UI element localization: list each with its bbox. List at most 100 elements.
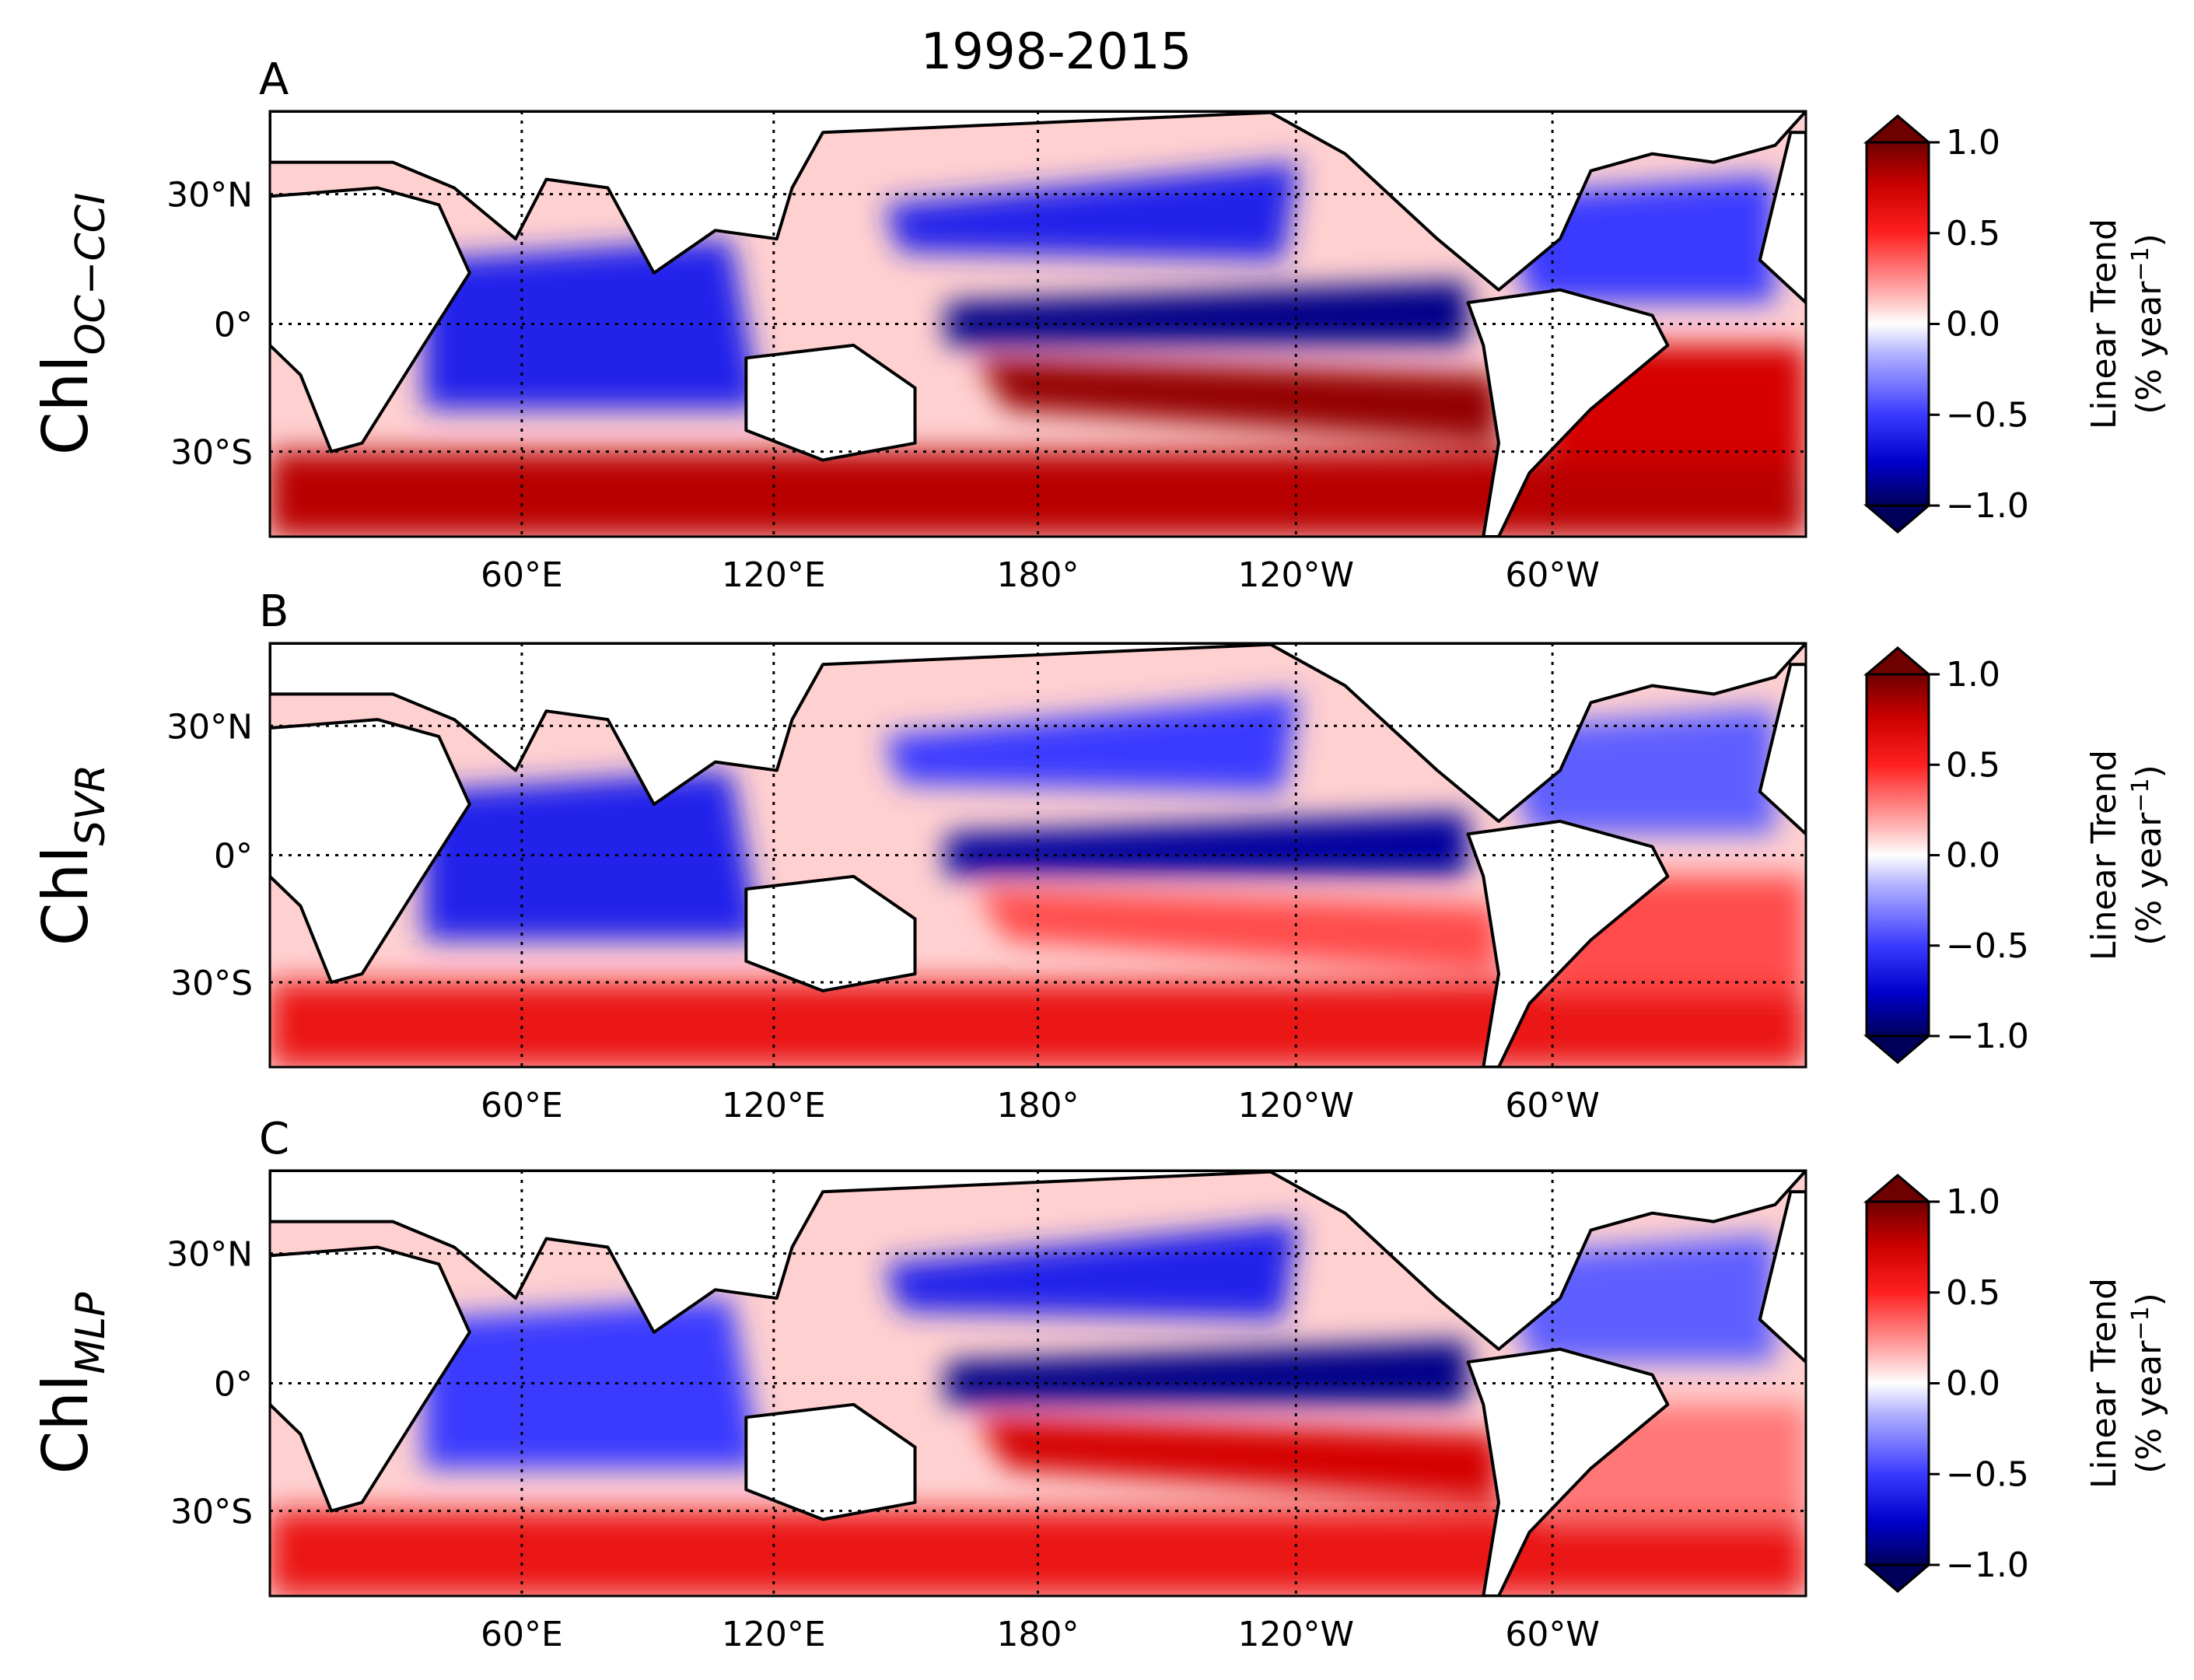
colorbar-tick-label: 0.0: [1946, 1364, 2000, 1404]
colorbar-gradient: [1865, 1200, 1930, 1566]
panel-letter: C: [259, 1114, 289, 1164]
panel-ylabel: ChlSVR: [30, 765, 114, 947]
region-southern-ocean: [270, 982, 1806, 1067]
colorbar-gradient: [1865, 673, 1930, 1038]
land-masses: [270, 643, 1806, 1067]
map-frame: [268, 1169, 1807, 1598]
x-tick-label: 60°E: [481, 1086, 563, 1125]
panel-letter: B: [259, 586, 289, 637]
africa-landmass: [270, 718, 471, 984]
x-tick-label: 60°E: [481, 1615, 563, 1654]
land-masses: [270, 1171, 1806, 1596]
y-tick-label: 0°: [214, 837, 253, 877]
figure-title: 1998-2015: [921, 23, 1192, 81]
x-tick-label: 120°E: [722, 1086, 826, 1125]
colorbar-tick-label: −0.5: [1946, 1454, 2029, 1494]
colorbar-tick-label: 0.5: [1946, 214, 2000, 254]
colorbar-label-line1: Linear Trend: [2084, 1278, 2124, 1489]
colorbar-tick-label: −1.0: [1946, 486, 2029, 526]
x-tick-label: 180°: [997, 1615, 1080, 1654]
region-north-pacific-subtropical-band: [884, 1221, 1300, 1320]
colorbar-gradient: [1865, 141, 1930, 507]
colorbar-extend-bottom: [1863, 1563, 1933, 1593]
colorbar-tick-label: 1.0: [1946, 655, 2000, 695]
panel-A: A 60°E 120°E 180° 120°W 60°W 30°N 0° 30°S ChlOC−C…: [30, 54, 2169, 595]
colorbar: 1.0 0.5 0.0 −0.5 −1.0 Linear Trend (% year−1): [1863, 1174, 2169, 1593]
eurasia-landmass: [270, 643, 1301, 807]
north-america-landmass: [1266, 643, 1806, 823]
colorbar-tick-label: 0.5: [1946, 745, 2000, 785]
x-tick-label: 60°W: [1505, 1086, 1600, 1125]
colorbar-tick-label: −0.5: [1946, 926, 2029, 966]
trend-regions: [270, 694, 1806, 1067]
x-tick-label: 180°: [997, 1086, 1080, 1125]
region-south-pacific-subtropical-band: [976, 1417, 1499, 1503]
colorbar-extend-top: [1863, 1174, 1933, 1203]
colorbar-extend-bottom: [1863, 1034, 1933, 1064]
colorbar-tick-label: 1.0: [1946, 123, 2000, 163]
colorbar-extend-bottom: [1863, 504, 1933, 534]
land-masses: [270, 111, 1806, 537]
north-america-landmass: [1266, 1171, 1806, 1351]
x-tick-label: 60°W: [1505, 1615, 1600, 1654]
panel-ylabel: ChlMLP: [30, 1292, 114, 1475]
region-indian-ocean: [423, 770, 761, 940]
trend-map-B: [270, 643, 1806, 1067]
colorbar-tick-label: 0.5: [1946, 1273, 2000, 1313]
colorbar: 1.0 0.5 0.0 −0.5 −1.0 Linear Trend (% year−1): [1863, 114, 2169, 534]
australia-landmass: [744, 874, 917, 992]
x-tick-label: 120°E: [722, 555, 826, 595]
colorbar-label-line1: Linear Trend: [2084, 750, 2124, 961]
colorbar-label-line2: (% year−1): [2127, 765, 2169, 946]
north-america-landmass: [1266, 111, 1806, 292]
trend-regions: [270, 1221, 1806, 1596]
colorbar-tick-label: 1.0: [1946, 1182, 2000, 1222]
panel-C: C 60°E 120°E 180° 120°W 60°W 30°N 0° 30°S ChlMLP 1…: [30, 1114, 2169, 1654]
region-indian-ocean: [423, 1298, 761, 1468]
greenland-europe-landmass: [1758, 663, 1806, 836]
x-tick-label: 120°W: [1238, 1086, 1355, 1125]
region-south-pacific-subtropical-band: [976, 358, 1499, 443]
south-america-landmass: [1466, 288, 1670, 537]
y-tick-label: 30°S: [170, 1493, 253, 1532]
trend-map-A: [270, 111, 1806, 537]
map-frame: [268, 110, 1807, 538]
eurasia-landmass: [270, 1171, 1301, 1334]
eurasia-landmass: [270, 111, 1301, 275]
colorbar-tick-label: 0.0: [1946, 305, 2000, 345]
region-equatorial-pacific-band: [946, 1340, 1468, 1405]
y-tick-label: 0°: [214, 1365, 253, 1405]
colorbar-label-line2: (% year−1): [2127, 233, 2169, 415]
africa-landmass: [270, 186, 471, 453]
x-tick-label: 60°E: [481, 555, 563, 595]
australia-landmass: [744, 343, 917, 462]
greenland-europe-landmass: [1758, 131, 1806, 305]
colorbar: 1.0 0.5 0.0 −0.5 −1.0 Linear Trend (% year−1): [1863, 646, 2169, 1064]
south-america-landmass: [1466, 819, 1670, 1067]
colorbar-tick-label: −0.5: [1946, 395, 2029, 435]
colorbar-extend-top: [1863, 646, 1933, 676]
x-tick-label: 120°W: [1238, 1615, 1355, 1654]
panel-B: B 60°E 120°E 180° 120°W 60°W 30°N 0° 30°S ChlSVR 1…: [30, 586, 2169, 1125]
region-indian-ocean: [423, 239, 761, 409]
y-tick-label: 0°: [214, 306, 253, 345]
panel-ylabel: ChlOC−CCI: [30, 193, 114, 456]
colorbar-tick-label: −1.0: [1946, 1545, 2029, 1585]
region-equatorial-pacific-band: [946, 813, 1468, 877]
x-tick-label: 60°W: [1505, 555, 1600, 595]
greenland-europe-landmass: [1758, 1190, 1806, 1364]
region-equatorial-pacific-band: [946, 281, 1468, 345]
map-frame: [268, 642, 1807, 1069]
colorbar-label-line1: Linear Trend: [2084, 219, 2124, 429]
region-north-pacific-subtropical-band: [884, 694, 1300, 792]
colorbar-label-line2: (% year−1): [2127, 1293, 2169, 1474]
x-tick-label: 120°W: [1238, 555, 1355, 595]
y-tick-label: 30°N: [166, 1235, 253, 1275]
y-tick-label: 30°N: [166, 707, 253, 747]
x-tick-label: 180°: [997, 555, 1080, 595]
colorbar-tick-label: 0.0: [1946, 836, 2000, 876]
colorbar-tick-label: −1.0: [1946, 1017, 2029, 1056]
colorbar-extend-top: [1863, 114, 1933, 144]
y-tick-label: 30°N: [166, 176, 253, 215]
